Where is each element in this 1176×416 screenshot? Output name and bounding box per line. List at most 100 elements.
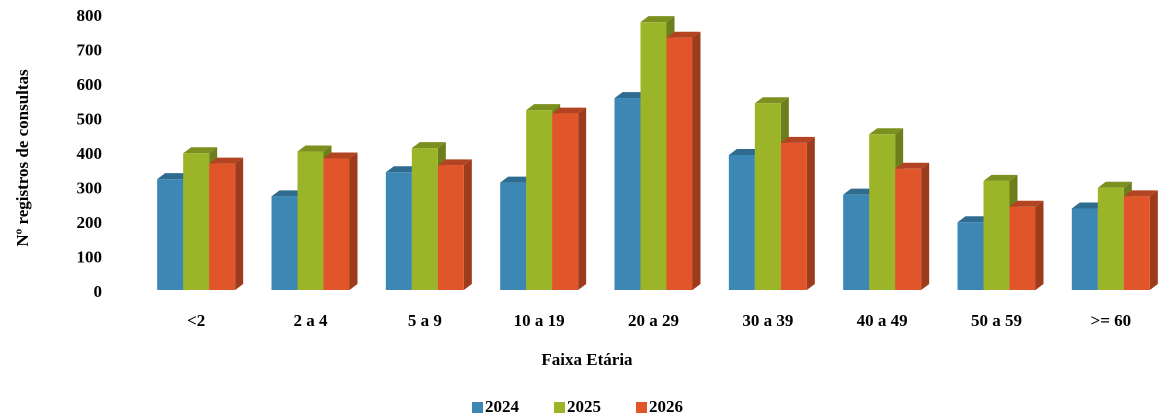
bar [780, 142, 807, 290]
bar-group [437, 159, 472, 290]
bar [1071, 208, 1098, 290]
x-tick-label: 50 a 59 [971, 311, 1022, 330]
bar-group [1123, 190, 1158, 290]
bar [843, 194, 870, 290]
bar-top [843, 188, 878, 195]
y-tick-label: 700 [77, 40, 103, 59]
x-tick-label: 20 a 29 [628, 311, 679, 330]
legend-swatch [472, 402, 483, 413]
bar-top [780, 136, 815, 143]
bar-group [209, 157, 244, 290]
y-tick-label: 500 [77, 109, 103, 128]
bar [385, 172, 412, 290]
bar-top [411, 142, 446, 149]
bar-top [1071, 202, 1106, 209]
legend-label: 2026 [649, 397, 683, 416]
bar-top [385, 166, 420, 173]
bar-top [640, 16, 675, 23]
bar [614, 98, 641, 290]
bar-top [500, 176, 535, 183]
bar [437, 165, 464, 290]
y-tick-label: 300 [77, 178, 103, 197]
x-tick-label: 5 a 9 [408, 311, 442, 330]
bar-top [895, 162, 930, 169]
x-tick-label: 40 a 49 [857, 311, 908, 330]
bar-top [728, 149, 763, 155]
bar [728, 155, 755, 290]
bar-side [921, 162, 930, 290]
bar-top [957, 216, 992, 223]
y-tick-label: 200 [77, 213, 103, 232]
legend-label: 2024 [485, 397, 520, 416]
bar [209, 163, 236, 290]
y-axis-title: Nº registros de consultas [13, 69, 32, 247]
bar-group [1009, 200, 1044, 290]
bar-top [157, 173, 192, 180]
bar [1123, 196, 1150, 290]
bar-side [349, 152, 358, 290]
bar-group [552, 107, 587, 290]
bar-side [463, 159, 472, 290]
bar [869, 134, 896, 290]
bar [157, 179, 184, 290]
bar-top [526, 104, 561, 111]
x-tick-label: 30 a 39 [742, 311, 793, 330]
bar [666, 37, 693, 291]
bar-side [1149, 190, 1158, 290]
bar-side [806, 136, 815, 290]
x-tick-label: 2 a 4 [294, 311, 329, 330]
y-tick-label: 100 [77, 247, 103, 266]
bar [183, 153, 210, 290]
bar-top [1097, 181, 1132, 188]
bar-group [780, 136, 815, 290]
y-tick-label: 800 [77, 6, 103, 25]
bar-top [614, 92, 649, 99]
bar-top [323, 152, 358, 159]
bar [271, 196, 298, 290]
legend-swatch [636, 402, 647, 413]
bar-top [754, 97, 789, 104]
legend-label: 2025 [567, 397, 601, 416]
bar [297, 151, 324, 290]
bar-top [297, 145, 332, 152]
bar-side [235, 157, 244, 290]
bar-side [578, 107, 587, 290]
x-tick-label: 10 a 19 [514, 311, 565, 330]
bar-top [552, 107, 587, 114]
bar-top [209, 157, 244, 164]
bar-top [1009, 200, 1044, 207]
bar [957, 222, 984, 290]
bar-side [692, 31, 701, 290]
y-tick-label: 400 [77, 144, 103, 163]
bar-top [666, 31, 701, 38]
bar-top [271, 190, 306, 197]
bar [552, 113, 579, 290]
bar [1097, 187, 1124, 290]
y-tick-label: 0 [94, 282, 103, 301]
bar [323, 158, 350, 290]
bar-group [895, 162, 930, 290]
bar-top [983, 174, 1018, 181]
bar [754, 103, 781, 290]
bar-side [1035, 200, 1044, 290]
x-tick-label: >= 60 [1091, 311, 1132, 330]
bar [1009, 206, 1036, 290]
bar-group [666, 31, 701, 291]
bar-top [183, 147, 218, 154]
bar [411, 148, 438, 290]
bar [895, 168, 922, 290]
bar-top [869, 128, 904, 135]
x-axis-title: Faixa Etária [541, 350, 633, 369]
legend-swatch [554, 402, 565, 413]
bar-group [323, 152, 358, 290]
bar [526, 110, 553, 291]
bar-top [437, 159, 472, 166]
bar-top [1123, 190, 1158, 197]
bar [500, 182, 527, 290]
bar [983, 180, 1010, 290]
y-tick-label: 600 [77, 75, 103, 94]
bar [640, 22, 667, 291]
x-tick-label: <2 [187, 311, 205, 330]
